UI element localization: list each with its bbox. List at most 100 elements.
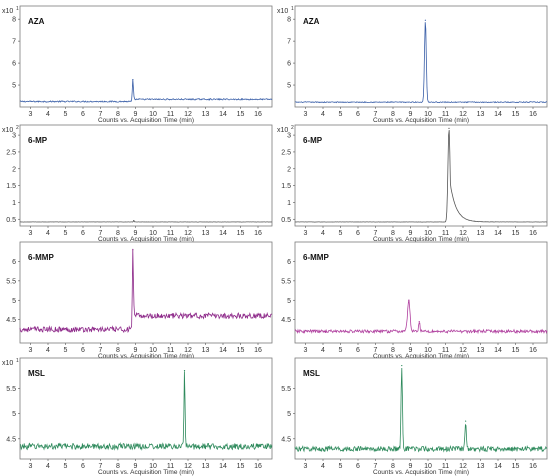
y-scale-exponent: 1 — [291, 6, 294, 12]
y-tick-label: 5 — [287, 411, 291, 418]
x-tick-label: 9 — [409, 463, 413, 470]
y-scale-exponent: 2 — [16, 125, 19, 131]
compound-label: 6-MP — [303, 136, 323, 145]
y-tick-label: 5 — [287, 83, 291, 90]
x-tick-label: 14 — [219, 463, 227, 470]
x-tick-label: 3 — [304, 111, 308, 118]
y-tick-label: 6 — [12, 259, 16, 266]
x-tick-label: 13 — [477, 111, 485, 118]
x-axis-label: Counts vs. Acquisition Time (min) — [373, 353, 469, 360]
x-tick-label: 15 — [237, 230, 245, 237]
y-tick-label: 6 — [287, 61, 291, 68]
x-axis-label: Counts vs. Acquisition Time (min) — [98, 353, 194, 360]
x-tick-label: 4 — [321, 230, 325, 237]
x-tick-label: 15 — [512, 347, 520, 354]
peak-apex — [133, 220, 135, 222]
y-scale-label: x10 — [2, 127, 13, 134]
y-tick-label: 3 — [287, 133, 291, 140]
compound-label: AZA — [28, 17, 45, 26]
x-tick-label: 11 — [442, 111, 449, 118]
x-tick-label: 13 — [477, 463, 485, 470]
x-tick-label: 6 — [81, 230, 85, 237]
x-tick-label: 16 — [529, 463, 537, 470]
y-scale-label: x10 — [277, 127, 288, 134]
x-tick-label: 9 — [134, 347, 138, 354]
y-scale-label: x10 — [2, 360, 13, 367]
x-tick-label: 5 — [64, 347, 68, 354]
chart-panel-1: x10 1 AZA 5 6 7 8 3 4 5 6 7 8 9 10 11 12 13 14 15 16 Counts v… — [2, 5, 273, 124]
x-tick-label: 16 — [254, 463, 262, 470]
y-tick-label: 1 — [287, 200, 291, 207]
x-tick-label: 7 — [374, 463, 378, 470]
x-tick-label: 8 — [116, 347, 120, 354]
x-tick-label: 4 — [321, 111, 325, 118]
y-tick-label: 5.5 — [281, 278, 291, 285]
x-tick-label: 14 — [494, 230, 502, 237]
x-tick-label: 3 — [29, 347, 33, 354]
y-tick-label: 5.5 — [281, 386, 291, 393]
x-tick-label: 10 — [424, 463, 432, 470]
y-tick-label: 4.5 — [281, 317, 291, 324]
x-tick-label: 4 — [46, 111, 50, 118]
plot-frame — [294, 357, 548, 460]
compound-label: 6-MMP — [28, 253, 54, 262]
y-scale-exponent: 1 — [16, 358, 19, 364]
x-tick-label: 12 — [184, 463, 192, 470]
x-tick-label: 5 — [339, 463, 343, 470]
y-tick-label: 1.5 — [281, 183, 291, 190]
compound-label: 6-MMP — [303, 253, 329, 262]
x-tick-label: 11 — [442, 230, 449, 237]
chart-panel-4: x10 26-MP0.511.522.533 4 5 6 7 8 9 10 11 12 13 14 15 1… — [277, 124, 548, 243]
y-tick-label: 0.5 — [281, 217, 291, 224]
x-tick-label: 16 — [254, 230, 262, 237]
x-tick-label: 11 — [167, 463, 174, 470]
x-tick-label: 4 — [46, 230, 50, 237]
plot-frame — [19, 5, 273, 108]
chromatogram-trace — [294, 367, 548, 453]
x-tick-label: 8 — [391, 111, 395, 118]
x-tick-label: 12 — [459, 111, 467, 118]
plot-frame — [294, 124, 548, 227]
x-tick-label: 7 — [99, 347, 103, 354]
y-tick-label: 6 — [287, 259, 291, 266]
x-tick-label: 4 — [321, 463, 325, 470]
x-tick-label: 12 — [184, 347, 192, 354]
x-tick-label: 6 — [81, 463, 85, 470]
y-scale-label: x10 — [2, 8, 13, 15]
x-tick-label: 12 — [459, 347, 467, 354]
y-tick-label: 5 — [287, 298, 291, 305]
y-scale-label: x10 — [277, 8, 288, 15]
chromatogram-trace — [19, 79, 273, 103]
plot-frame — [19, 241, 273, 344]
peak-apex — [132, 78, 134, 81]
y-tick-label: 7 — [287, 39, 291, 46]
x-tick-label: 9 — [409, 347, 413, 354]
chromatogram-trace — [19, 248, 273, 334]
x-tick-label: 6 — [356, 111, 360, 118]
chromatogram-trace — [20, 220, 273, 223]
y-tick-label: 8 — [287, 17, 291, 24]
x-tick-label: 11 — [442, 347, 449, 354]
x-tick-label: 5 — [64, 463, 68, 470]
plot-frame — [19, 124, 273, 227]
y-tick-label: 4.5 — [6, 317, 16, 324]
peak-apex — [408, 299, 410, 301]
x-tick-label: 16 — [529, 347, 537, 354]
x-axis-label: Counts vs. Acquisition Time (min) — [373, 236, 469, 243]
x-tick-label: 16 — [254, 111, 262, 118]
x-tick-label: 8 — [391, 347, 395, 354]
x-tick-label: 9 — [409, 230, 413, 237]
chromatogram-trace — [294, 130, 548, 223]
x-tick-label: 7 — [99, 111, 103, 118]
x-tick-label: 9 — [134, 111, 138, 118]
x-tick-label: 14 — [219, 230, 227, 237]
x-tick-label: 3 — [29, 463, 33, 470]
y-tick-label: 1.5 — [6, 183, 16, 190]
x-tick-label: 4 — [321, 347, 325, 354]
chart-panel-8: MSL 4.5 5 5.5 3 4 5 6 7 8 9 10 11 12 13 14 15 16 Counts vs… — [281, 357, 548, 476]
x-tick-label: 13 — [202, 111, 210, 118]
x-tick-label: 3 — [304, 230, 308, 237]
compound-label: MSL — [28, 369, 45, 378]
y-tick-label: 2.5 — [6, 149, 16, 156]
